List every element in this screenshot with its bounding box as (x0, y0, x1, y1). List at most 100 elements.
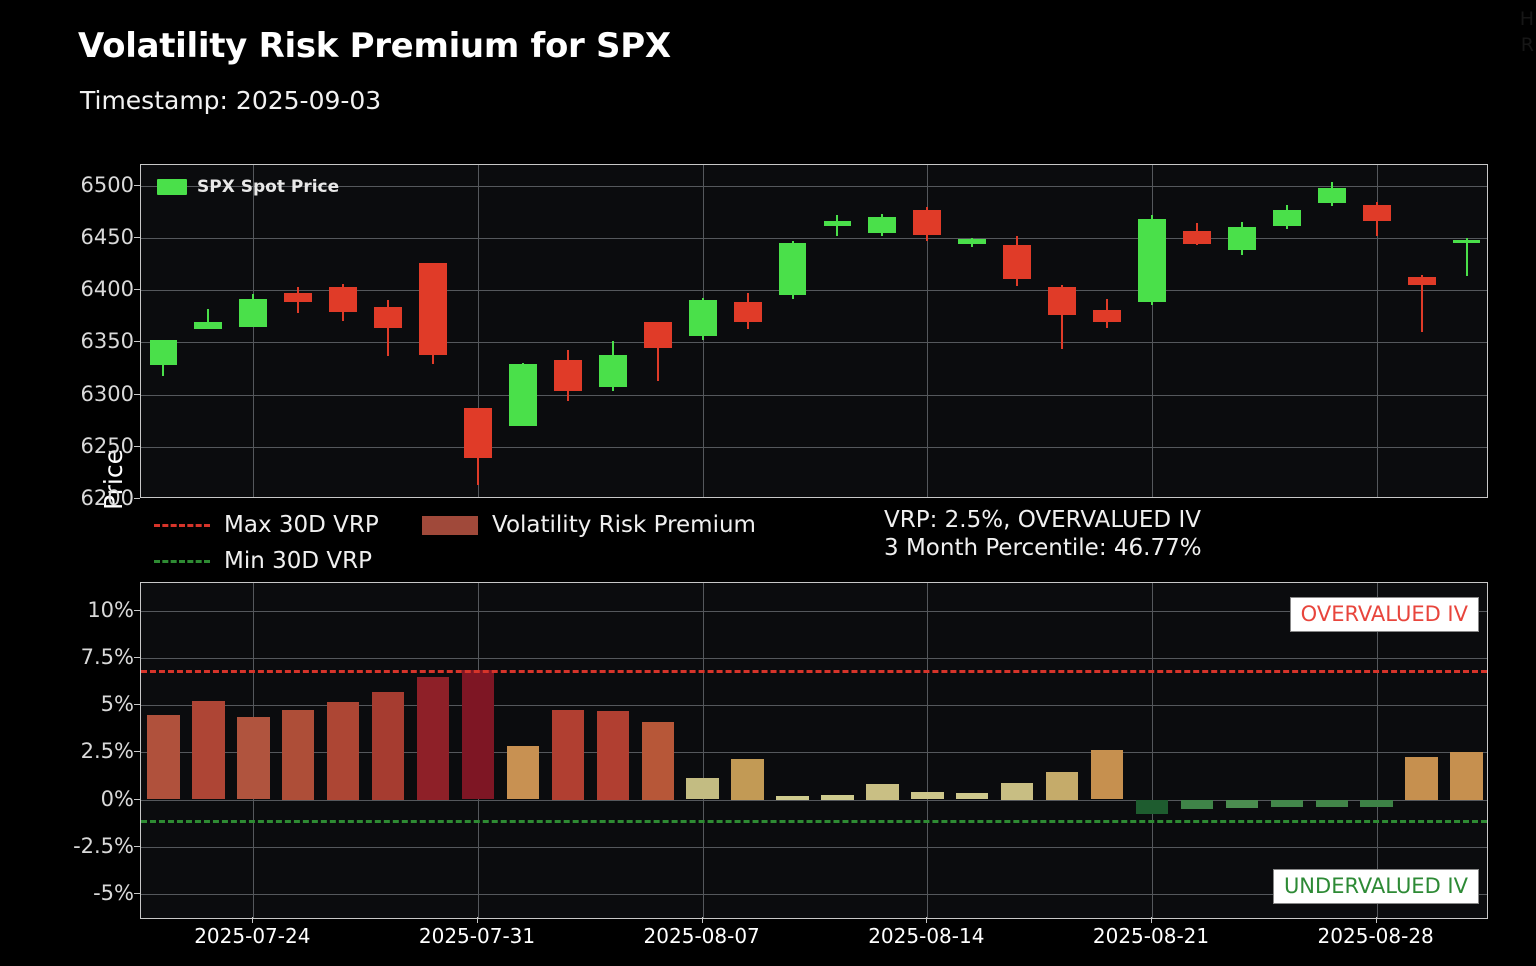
candlestick (419, 165, 447, 497)
x-axis-tickmark (252, 917, 254, 923)
vrp-y-tickmark (134, 845, 140, 847)
x-axis-tick-label: 2025-08-14 (868, 924, 985, 948)
vrp-y-tickmark (134, 798, 140, 800)
x-axis-tickmark (1151, 917, 1152, 923)
vrp-bar (1180, 799, 1214, 809)
candlestick (1452, 165, 1481, 497)
candlestick (733, 165, 762, 497)
candle-body (823, 221, 852, 226)
x-axis-tick-label: 2025-08-07 (643, 924, 760, 948)
vrp-gridline-vertical (1377, 583, 1378, 918)
price-y-tickmark (134, 289, 140, 291)
price-y-tick-label: 6250 (80, 433, 134, 458)
overvalued-iv-badge: OVERVALUED IV (1289, 597, 1479, 632)
vrp-chart-panel: OVERVALUED IV UNDERVALUED IV Volatility … (140, 582, 1488, 919)
candle-wick (387, 299, 390, 356)
candle-body (1452, 240, 1481, 243)
candle-body (1407, 276, 1436, 286)
price-legend: SPX Spot Price (153, 175, 343, 199)
vrp-bar (1090, 749, 1124, 800)
legend-max-30d-vrp: Max 30D VRP (154, 512, 379, 538)
vrp-gridline-vertical (927, 583, 928, 918)
candle-body (194, 321, 223, 329)
vrp-bar (461, 669, 495, 800)
vrp-bar (371, 691, 405, 800)
vrp-bar (956, 793, 989, 800)
candle-body (1048, 287, 1077, 316)
candlestick (329, 165, 358, 497)
vrp-bar (551, 710, 585, 800)
vrp-bar (1225, 799, 1259, 808)
vrp-bar (1315, 799, 1348, 808)
candlestick (958, 165, 987, 497)
candlestick (1407, 165, 1436, 497)
min-vrp-dash-swatch (154, 559, 210, 563)
vrp-status-annotation: VRP: 2.5%, OVERVALUED IV 3 Month Percent… (884, 506, 1202, 562)
vrp-bar (282, 710, 315, 800)
vrp-status-line-2: 3 Month Percentile: 46.77% (884, 535, 1202, 561)
price-y-tick-label: 6400 (80, 277, 134, 302)
vrp-bar (1360, 799, 1393, 808)
spx-spot-price-swatch (157, 179, 187, 195)
candlestick (509, 165, 537, 497)
vrp-bar (416, 676, 450, 800)
candle-body (688, 299, 717, 337)
vrp-status-line-1: VRP: 2.5%, OVERVALUED IV (884, 507, 1201, 533)
candlestick (374, 165, 403, 497)
candle-body (284, 293, 313, 302)
edge-artifact-1: H (1519, 8, 1534, 30)
price-y-tickmark (134, 237, 140, 239)
vrp-bar (237, 716, 270, 800)
candlestick (149, 165, 178, 497)
vrp-y-tickmark (134, 892, 140, 894)
vrp-y-tickmark (134, 704, 140, 706)
min-30d-vrp-line (141, 820, 1487, 824)
page-title: Volatility Risk Premium for SPX (78, 26, 671, 66)
price-gridline (141, 185, 1487, 187)
vrp-y-tick-label: 0% (100, 786, 134, 811)
vrp-y-tick-label: 7.5% (80, 645, 134, 670)
price-chart-panel: SPX Spot Price Price (99, 164, 1488, 510)
candle-body (1093, 310, 1121, 322)
candle-body (598, 354, 627, 388)
price-gridline (141, 290, 1487, 292)
price-gridline-vertical (1152, 165, 1153, 497)
x-axis-tickmark (926, 917, 928, 923)
x-axis-tick-label: 2025-08-21 (1092, 924, 1210, 948)
vrp-bar (821, 794, 854, 800)
vrp-gridline-vertical (1152, 583, 1153, 918)
vrp-y-tickmark (134, 657, 140, 659)
vrp-y-tick-label: 2.5% (80, 739, 134, 764)
price-legend-label: SPX Spot Price (197, 177, 340, 197)
vrp-bar (731, 759, 764, 800)
vrp-gridline (141, 611, 1487, 613)
vrp-y-tick-label: 10% (87, 598, 134, 623)
candle-wick (207, 309, 210, 329)
candle-wick (836, 215, 839, 236)
vrp-bar (1450, 752, 1483, 800)
candlestick (688, 165, 717, 497)
price-gridline-vertical (478, 165, 479, 497)
candlestick (1183, 165, 1211, 497)
vrp-gridline (141, 846, 1487, 848)
vrp-bar (506, 746, 540, 800)
vrp-plot-area (141, 583, 1487, 918)
max-vrp-dash-swatch (154, 523, 210, 527)
candle-body (1138, 219, 1166, 302)
candlestick (464, 165, 492, 497)
vrp-bar (1001, 783, 1034, 800)
price-plot-area (141, 165, 1487, 497)
candlestick (913, 165, 942, 497)
x-axis-tick-label: 2025-08-28 (1317, 924, 1434, 948)
vrp-bar (641, 721, 674, 800)
candle-body (553, 360, 582, 392)
candle-body (149, 340, 178, 366)
price-y-tickmark (134, 445, 140, 447)
candlestick (1048, 165, 1077, 497)
candle-body (1003, 245, 1032, 279)
candle-body (1272, 209, 1301, 226)
candlestick (643, 165, 672, 497)
candlestick (1003, 165, 1032, 497)
price-gridline-vertical (1377, 165, 1378, 497)
